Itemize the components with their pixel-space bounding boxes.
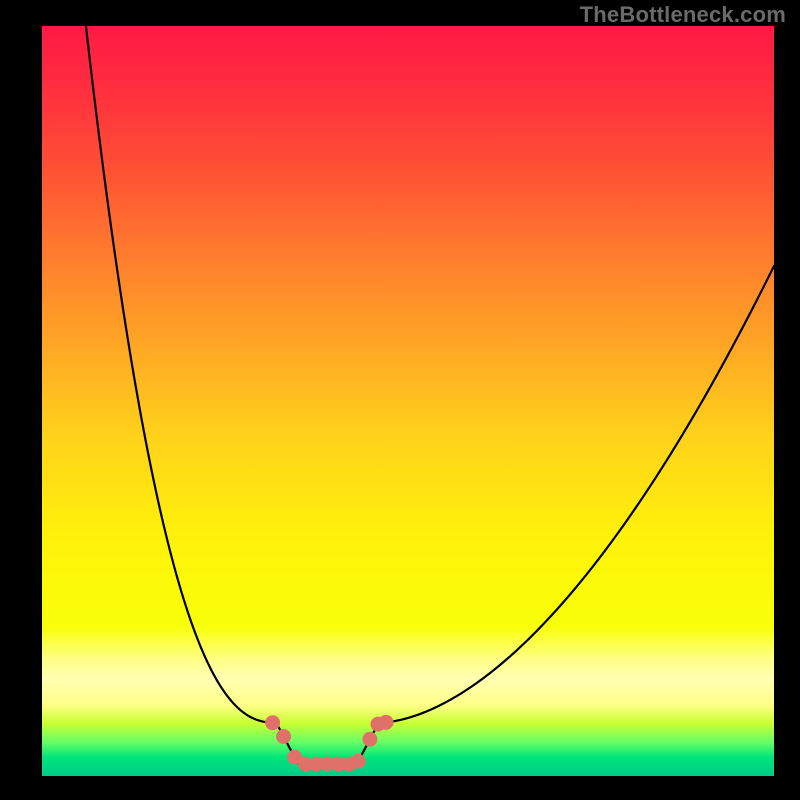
chart-stage: TheBottleneck.com — [0, 0, 800, 800]
watermark-text: TheBottleneck.com — [580, 2, 786, 28]
curve-marker — [362, 732, 377, 747]
v-curve-path — [86, 26, 774, 764]
curve-marker — [276, 729, 291, 744]
curve-marker — [351, 754, 366, 769]
curve-marker — [265, 715, 280, 730]
curve-marker — [379, 715, 394, 730]
curve-layer — [0, 0, 800, 800]
